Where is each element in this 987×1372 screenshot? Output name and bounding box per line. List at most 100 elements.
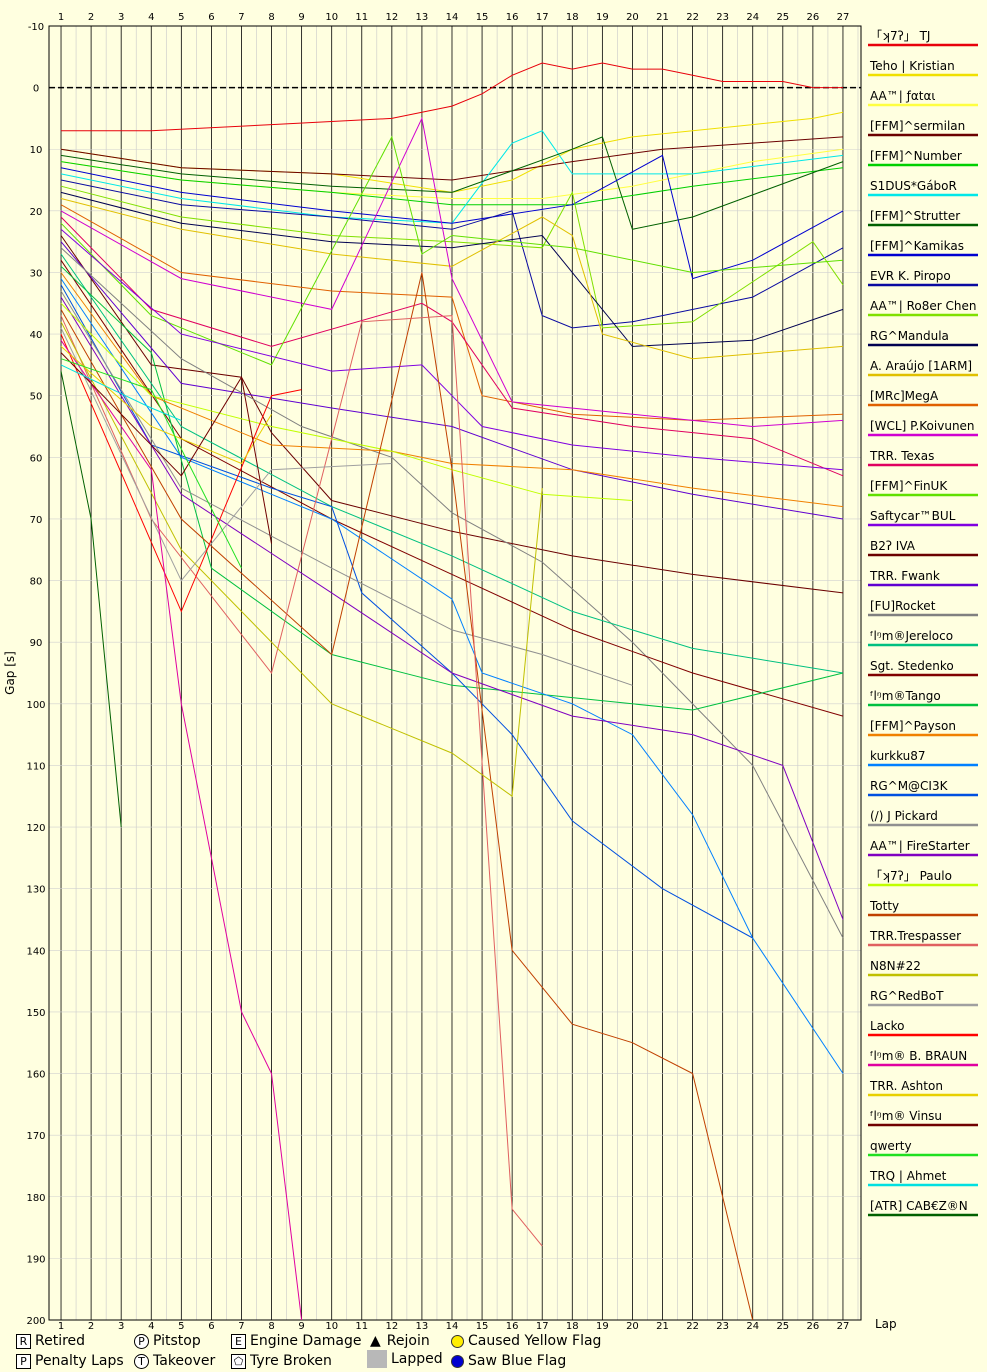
y-axis-label: Gap [s] bbox=[3, 651, 17, 695]
key-blue-label: Saw Blue Flag bbox=[468, 1353, 567, 1369]
series-line-31 bbox=[60, 321, 543, 798]
x-tick-label: 6 bbox=[208, 1321, 214, 1332]
grid bbox=[48, 25, 862, 1321]
y-tick-label: 40 bbox=[30, 330, 43, 341]
x-tick-label: 3 bbox=[118, 12, 124, 23]
x-axis-label: Lap bbox=[875, 1317, 897, 1331]
series-line-36 bbox=[60, 352, 272, 544]
blue-flag-icon bbox=[451, 1354, 464, 1368]
series-line-30 bbox=[60, 315, 543, 1247]
y-tick-label: 140 bbox=[26, 946, 45, 957]
legend-label-28: 「ʞ7ʔ」 Paulo bbox=[870, 869, 952, 883]
penalty-icon: P bbox=[16, 1353, 31, 1369]
series-line-34 bbox=[60, 340, 303, 1321]
legend-label-22: ᶠlᵑm®Tango bbox=[870, 689, 941, 703]
y-tick-label: 180 bbox=[26, 1193, 45, 1204]
y-tick-label: 110 bbox=[26, 761, 45, 772]
x-tick-label: 24 bbox=[746, 12, 759, 23]
legend-label-7: [FFM]^Kamikas bbox=[870, 239, 964, 253]
series-line-19 bbox=[60, 247, 844, 939]
rejoin-icon: ▲ bbox=[370, 1333, 381, 1349]
series-line-12 bbox=[60, 204, 844, 421]
x-tick-label: 21 bbox=[656, 1321, 669, 1332]
legend-label-21: Sgt. Stedenko bbox=[870, 659, 954, 673]
x-tick-label: 9 bbox=[298, 12, 304, 23]
series-line-39 bbox=[60, 371, 122, 828]
legend-label-14: TRR. Texas bbox=[869, 449, 934, 463]
series-line-28 bbox=[60, 302, 633, 501]
series-line-32 bbox=[60, 327, 392, 582]
x-tick-label: 15 bbox=[476, 12, 489, 23]
series-line-27 bbox=[60, 296, 844, 920]
legend-label-37: qwerty bbox=[870, 1139, 912, 1153]
x-tick-label: 7 bbox=[238, 1321, 244, 1332]
legend-label-33: Lacko bbox=[870, 1019, 905, 1033]
legend-label-9: AA™| Ro8er Chen bbox=[870, 299, 977, 313]
x-tick-label: 14 bbox=[446, 1321, 459, 1332]
y-tick-label: 200 bbox=[26, 1316, 45, 1327]
legend-label-31: N8N#22 bbox=[870, 959, 921, 973]
legend-label-27: AA™| FireStarter bbox=[870, 839, 970, 853]
x-tick-label: 5 bbox=[178, 1321, 184, 1332]
series-line-22 bbox=[60, 265, 844, 711]
series-line-8 bbox=[60, 179, 844, 329]
x-tick-label: 25 bbox=[776, 1321, 789, 1332]
x-tick-label: 8 bbox=[268, 1321, 274, 1332]
key-retired: R Retired bbox=[16, 1333, 85, 1349]
x-tick-label: 3 bbox=[118, 1321, 124, 1332]
legend-label-5: S1DUS*GáboR bbox=[870, 179, 957, 193]
x-tick-label: 19 bbox=[596, 1321, 609, 1332]
y-tick-label: 150 bbox=[26, 1008, 45, 1019]
engine-damage-icon: E bbox=[231, 1333, 246, 1349]
pitstop-icon: P bbox=[134, 1333, 149, 1349]
x-tick-label: 21 bbox=[656, 12, 669, 23]
key-blue-flag: Saw Blue Flag bbox=[451, 1353, 566, 1369]
series-line-9 bbox=[60, 185, 844, 329]
y-tick-label: 100 bbox=[26, 700, 45, 711]
x-tick-label: 2 bbox=[88, 1321, 94, 1332]
x-tick-label: 20 bbox=[626, 1321, 639, 1332]
key-penalty-label: Penalty Laps bbox=[35, 1353, 124, 1369]
y-tick-label: 60 bbox=[30, 453, 43, 464]
series-line-37 bbox=[60, 358, 242, 569]
legend-label-26: (/) J Pickard bbox=[870, 809, 938, 823]
legend-label-16: Saftycar™BUL bbox=[870, 509, 956, 523]
legend-label-17: B2ʔ IVA bbox=[870, 539, 916, 553]
key-engine: E Engine Damage bbox=[231, 1333, 362, 1349]
legend-label-30: TRR.Trespasser bbox=[869, 929, 961, 943]
series-line-11 bbox=[60, 198, 844, 360]
legend-label-24: kurkku87 bbox=[870, 749, 926, 763]
y-tick-label: -10 bbox=[28, 22, 44, 33]
legend-label-20: ᶠlᵑm®Jereloco bbox=[870, 629, 953, 643]
y-tick-label: 20 bbox=[30, 207, 43, 218]
x-tick-label: 10 bbox=[325, 12, 338, 23]
y-tick-label: 30 bbox=[30, 268, 43, 279]
legend-label-38: TRQ | Ahmet bbox=[869, 1169, 947, 1183]
series-line-15 bbox=[60, 135, 844, 366]
legend-label-29: Totty bbox=[869, 899, 899, 913]
x-tick-label: 1 bbox=[58, 12, 64, 23]
x-tick-label: 24 bbox=[746, 1321, 759, 1332]
x-tick-label: 14 bbox=[446, 12, 459, 23]
x-tick-label: 26 bbox=[807, 12, 820, 23]
key-takeover-label: Takeover bbox=[153, 1353, 216, 1369]
x-tick-label: 17 bbox=[536, 12, 549, 23]
x-tick-label: 6 bbox=[208, 12, 214, 23]
series-line-38 bbox=[60, 364, 182, 421]
key-retired-label: Retired bbox=[35, 1333, 86, 1349]
x-tick-label: 23 bbox=[716, 1321, 729, 1332]
key-engine-label: Engine Damage bbox=[250, 1333, 362, 1349]
x-tick-label: 1 bbox=[58, 1321, 64, 1332]
x-tick-label: 4 bbox=[148, 12, 154, 23]
y-tick-label: 0 bbox=[33, 84, 39, 95]
series-line-25 bbox=[60, 284, 753, 939]
series-line-33 bbox=[60, 333, 302, 613]
x-tick-label: 9 bbox=[298, 1321, 304, 1332]
legend-label-35: TRR. Ashton bbox=[869, 1079, 943, 1093]
series-line-6 bbox=[60, 136, 844, 230]
legend-label-34: ᶠlᵑm® B. BRAUN bbox=[870, 1049, 967, 1063]
x-tick-label: 7 bbox=[238, 12, 244, 23]
legend-label-39: [ATR] CAB€Z®N bbox=[870, 1199, 968, 1213]
x-tick-label: 10 bbox=[325, 1321, 338, 1332]
x-tick-label: 22 bbox=[686, 12, 699, 23]
